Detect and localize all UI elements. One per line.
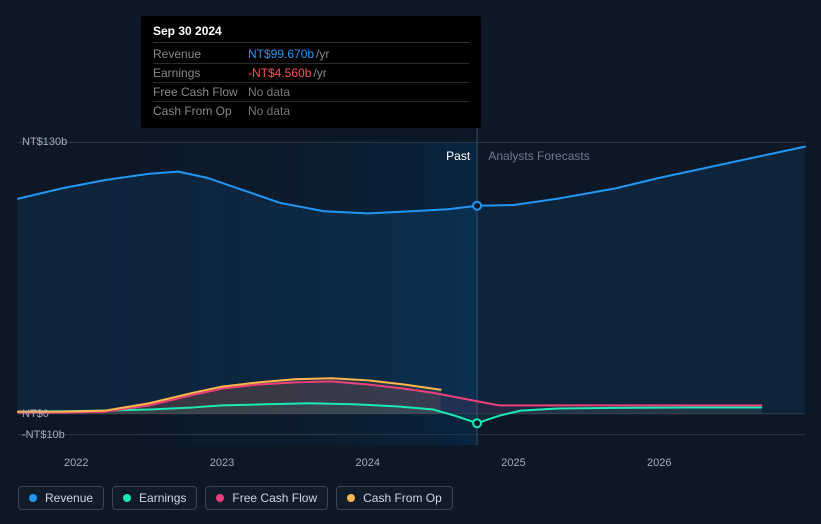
tooltip-row: Earnings-NT$4.560b /yr [153,64,469,83]
tooltip-row-label: Free Cash Flow [153,85,248,99]
y-axis-label: NT$0 [22,408,49,420]
legend-item-fcf[interactable]: Free Cash Flow [205,486,328,510]
tooltip-row-value: -NT$4.560b [248,66,311,80]
legend-item-label: Earnings [139,491,186,505]
tooltip-date: Sep 30 2024 [153,24,469,43]
x-axis-label: 2022 [64,457,88,469]
tooltip-row: RevenueNT$99.670b /yr [153,45,469,64]
legend-item-label: Cash From Op [363,491,442,505]
x-axis-label: 2023 [210,457,234,469]
legend-dot-icon [29,494,37,502]
tooltip-row-value: NT$99.670b [248,47,314,61]
legend-item-label: Revenue [45,491,93,505]
x-axis-label: 2024 [356,457,380,469]
tooltip-body: RevenueNT$99.670b /yrEarnings-NT$4.560b … [153,45,469,120]
y-axis-label: -NT$10b [22,429,65,441]
annotation-past: Past [446,149,470,163]
tooltip-row-label: Revenue [153,47,248,61]
chart-legend: Revenue Earnings Free Cash Flow Cash From O… [18,486,453,510]
annotation-forecast: Analysts Forecasts [488,149,589,163]
legend-item-revenue[interactable]: Revenue [18,486,104,510]
tooltip-row-label: Cash From Op [153,104,248,118]
tooltip-row: Cash From OpNo data [153,102,469,120]
tooltip-row-suffix: /yr [313,66,326,80]
chart-tooltip: Sep 30 2024 RevenueNT$99.670b /yrEarning… [141,16,481,128]
tooltip-row-label: Earnings [153,66,248,80]
y-axis-label: NT$130b [22,136,67,148]
x-axis-label: 2025 [501,457,525,469]
tooltip-row-value: No data [248,85,290,99]
tooltip-row-suffix: /yr [316,47,329,61]
legend-item-earnings[interactable]: Earnings [112,486,197,510]
financials-chart: Sep 30 2024 RevenueNT$99.670b /yrEarning… [0,0,821,524]
legend-dot-icon [123,494,131,502]
legend-dot-icon [216,494,224,502]
tooltip-row: Free Cash FlowNo data [153,83,469,102]
x-axis-label: 2026 [647,457,671,469]
legend-dot-icon [347,494,355,502]
legend-item-cfo[interactable]: Cash From Op [336,486,453,510]
legend-item-label: Free Cash Flow [232,491,317,505]
tooltip-row-value: No data [248,104,290,118]
